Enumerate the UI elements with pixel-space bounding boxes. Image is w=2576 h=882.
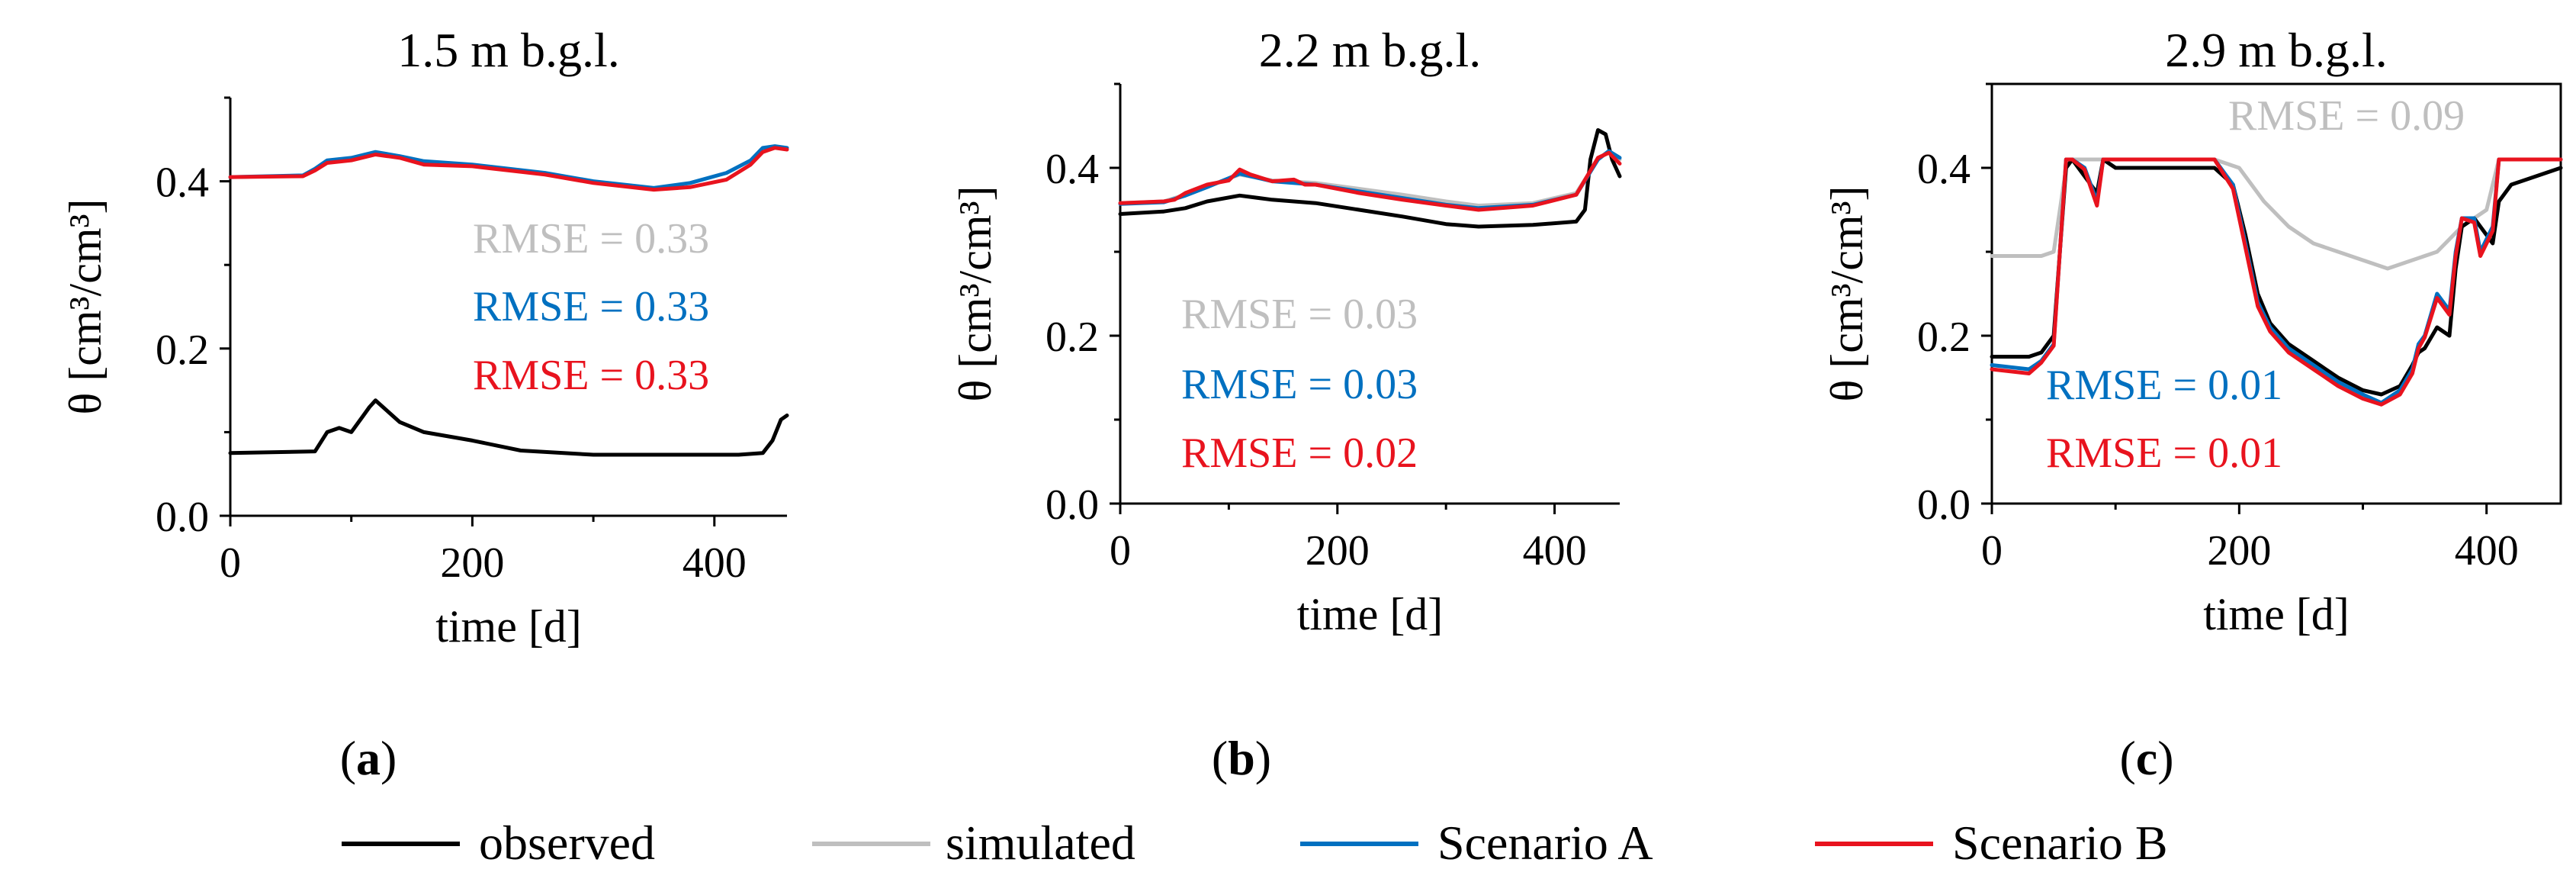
- x-axis-label: time [d]: [2203, 589, 2350, 639]
- plot-frame: [1990, 82, 2562, 505]
- series-line-scenario-b: [1990, 157, 2563, 407]
- legend: observed simulated Scenario A Scenario B: [342, 816, 2168, 870]
- legend-item-observed: observed: [342, 816, 655, 870]
- series-line-scenario-b: [1118, 150, 1622, 212]
- rmse-annotation: RMSE = 0.02: [1181, 430, 1418, 477]
- panel-a: 0.0 0.2 0.4 0 200 400 1.5 m b.g.l. time [d] θ [c…: [60, 23, 789, 785]
- y-tick-label: 0.4: [156, 159, 209, 207]
- legend-item-simulated: simulated: [812, 816, 1135, 870]
- series-line-scenario-b: [228, 146, 789, 192]
- panel-label: (c): [2119, 731, 2173, 785]
- x-tick-label: 0: [1110, 527, 1131, 575]
- series-line-simulated: [1118, 149, 1622, 208]
- legend-item-scenario-a: Scenario A: [1300, 816, 1653, 870]
- series-line-scenario-a: [228, 144, 789, 190]
- x-axis-label: time [d]: [1297, 589, 1444, 639]
- y-tick-label: 0.4: [1045, 146, 1099, 193]
- rmse-annotation: RMSE = 0.03: [1181, 361, 1418, 408]
- rmse-annotation: RMSE = 0.09: [2228, 92, 2465, 140]
- legend-label: observed: [479, 816, 655, 870]
- panel-b: 0.0 0.2 0.4 0 200 400 2.2 m b.g.l. time [d] θ [c…: [950, 23, 1622, 785]
- panel-title: 2.2 m b.g.l.: [1259, 23, 1482, 77]
- y-tick-label: 0.2: [1045, 314, 1099, 361]
- legend-label: Scenario A: [1437, 816, 1653, 870]
- y-tick-label: 0.4: [1917, 146, 1971, 193]
- y-axis-label: θ [cm³/cm³]: [950, 186, 1001, 402]
- rmse-annotation: RMSE = 0.01: [2046, 362, 2282, 409]
- rmse-annotation: RMSE = 0.33: [473, 215, 709, 262]
- y-tick-label: 0.2: [156, 327, 209, 374]
- legend-label: simulated: [946, 816, 1135, 870]
- x-tick-label: 0: [220, 539, 241, 587]
- y-tick-label: 0.0: [1045, 481, 1099, 529]
- rmse-annotation: RMSE = 0.33: [473, 352, 709, 399]
- y-axis-label: θ [cm³/cm³]: [60, 199, 111, 415]
- series-line-observed: [228, 398, 789, 457]
- series-line-observed: [1118, 128, 1622, 229]
- y-axis-label: θ [cm³/cm³]: [1822, 186, 1872, 402]
- x-tick-label: 200: [2207, 527, 2271, 575]
- x-tick-label: 200: [440, 539, 504, 587]
- panel-label: (b): [1212, 731, 1271, 785]
- x-tick-label: 0: [1981, 527, 2003, 575]
- panel-title: 2.9 m b.g.l.: [2165, 23, 2388, 77]
- panel-label: (a): [340, 731, 397, 785]
- rmse-annotation: RMSE = 0.33: [473, 283, 709, 330]
- x-tick-label: 400: [2455, 527, 2519, 575]
- panel-c: 0.0 0.2 0.4 0 200 400 2.9 m b.g.l. time [d] θ [c…: [1822, 23, 2563, 785]
- series-line-observed: [1990, 157, 2563, 397]
- series-line-simulated: [1990, 157, 2563, 271]
- y-tick-label: 0.0: [1917, 481, 1971, 529]
- x-tick-label: 400: [683, 539, 747, 587]
- panel-title: 1.5 m b.g.l.: [397, 23, 620, 77]
- y-tick-label: 0.2: [1917, 314, 1971, 361]
- x-tick-label: 200: [1306, 527, 1370, 575]
- rmse-annotation: RMSE = 0.01: [2046, 430, 2282, 477]
- legend-item-scenario-b: Scenario B: [1815, 816, 2168, 870]
- legend-label: Scenario B: [1952, 816, 2168, 870]
- x-tick-label: 400: [1523, 527, 1587, 575]
- x-axis-label: time [d]: [435, 601, 582, 652]
- y-tick-label: 0.0: [156, 494, 209, 541]
- rmse-annotation: RMSE = 0.03: [1181, 291, 1418, 338]
